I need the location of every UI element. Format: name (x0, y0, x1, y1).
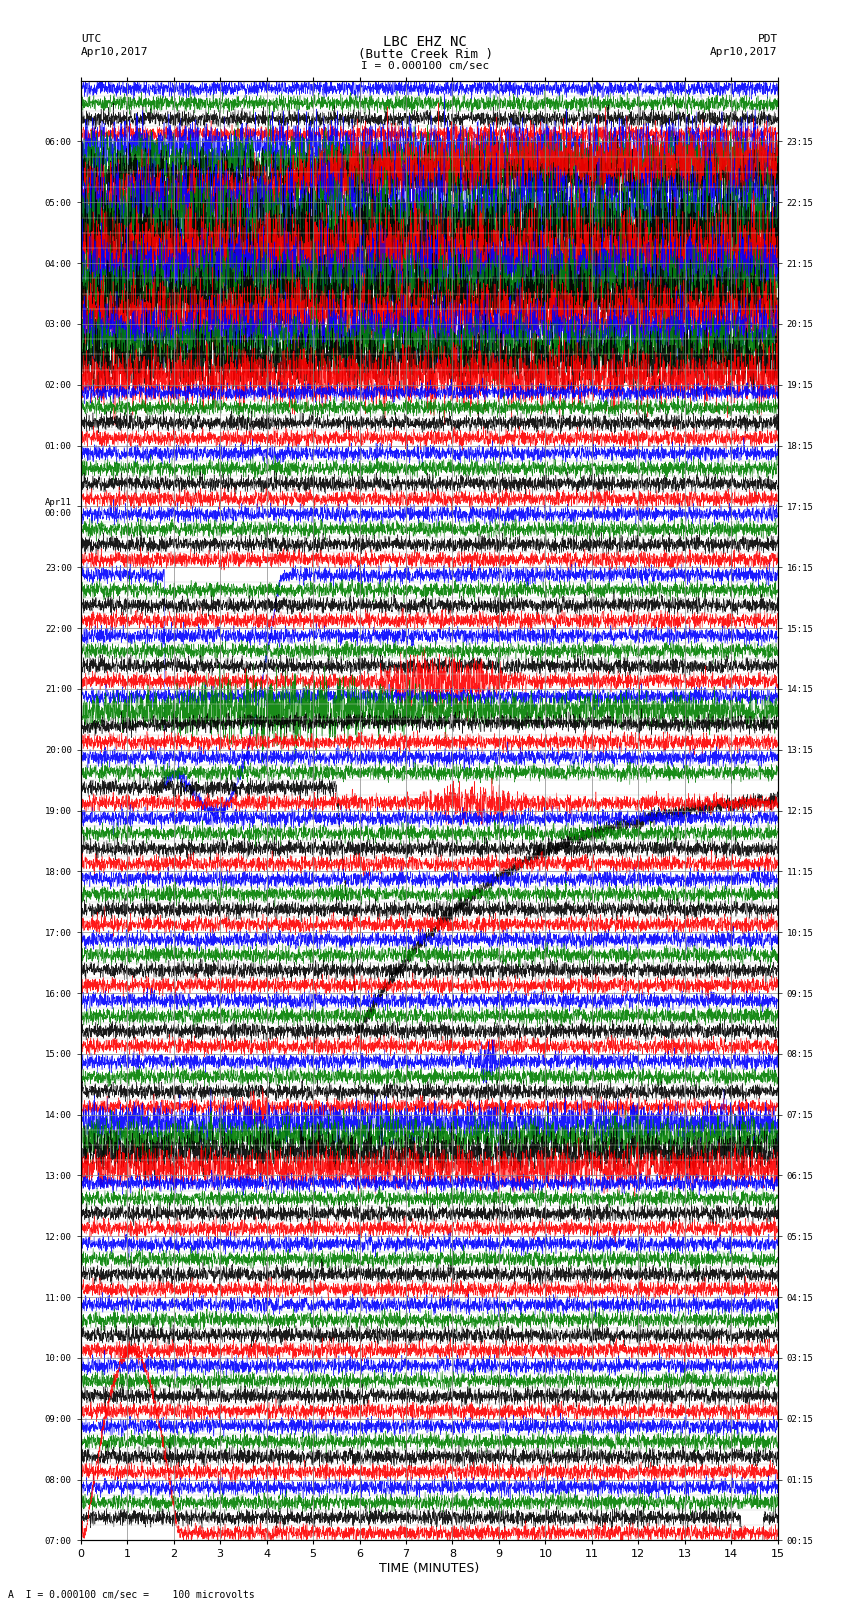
X-axis label: TIME (MINUTES): TIME (MINUTES) (379, 1563, 479, 1576)
Text: UTC: UTC (81, 34, 101, 44)
Text: LBC EHZ NC: LBC EHZ NC (383, 35, 467, 50)
Text: Apr10,2017: Apr10,2017 (711, 47, 778, 56)
Text: PDT: PDT (757, 34, 778, 44)
Text: I = 0.000100 cm/sec: I = 0.000100 cm/sec (361, 61, 489, 71)
Text: Apr10,2017: Apr10,2017 (81, 47, 148, 56)
Text: (Butte Creek Rim ): (Butte Creek Rim ) (358, 48, 492, 61)
Text: A  I = 0.000100 cm/sec =    100 microvolts: A I = 0.000100 cm/sec = 100 microvolts (8, 1590, 255, 1600)
